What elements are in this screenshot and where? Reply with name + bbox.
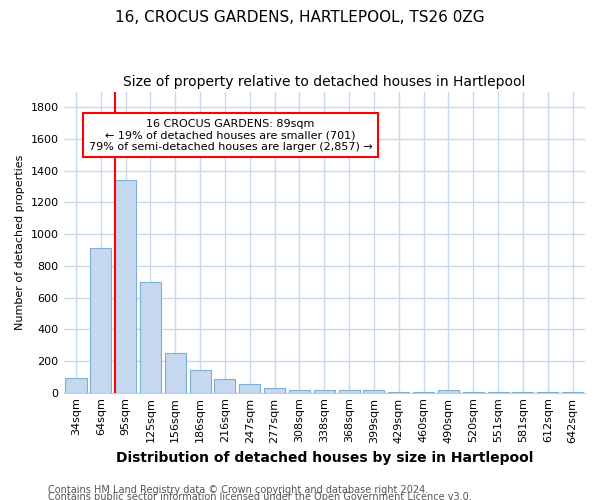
Text: 16, CROCUS GARDENS, HARTLEPOOL, TS26 0ZG: 16, CROCUS GARDENS, HARTLEPOOL, TS26 0ZG: [115, 10, 485, 25]
Bar: [65, 378, 86, 392]
Text: 16 CROCUS GARDENS: 89sqm
← 19% of detached houses are smaller (701)
79% of semi-: 16 CROCUS GARDENS: 89sqm ← 19% of detach…: [89, 118, 372, 152]
Bar: [264, 388, 285, 392]
Bar: [239, 384, 260, 392]
Bar: [140, 282, 161, 393]
Title: Size of property relative to detached houses in Hartlepool: Size of property relative to detached ho…: [123, 75, 526, 89]
Text: Contains HM Land Registry data © Crown copyright and database right 2024.: Contains HM Land Registry data © Crown c…: [48, 485, 428, 495]
Bar: [314, 390, 335, 392]
Bar: [364, 390, 385, 392]
Bar: [214, 379, 235, 392]
Bar: [438, 390, 459, 392]
Bar: [289, 390, 310, 392]
Bar: [338, 390, 359, 392]
Bar: [90, 248, 112, 392]
Bar: [115, 180, 136, 392]
X-axis label: Distribution of detached houses by size in Hartlepool: Distribution of detached houses by size …: [116, 451, 533, 465]
Y-axis label: Number of detached properties: Number of detached properties: [15, 154, 25, 330]
Bar: [190, 370, 211, 392]
Text: Contains public sector information licensed under the Open Government Licence v3: Contains public sector information licen…: [48, 492, 472, 500]
Bar: [165, 353, 186, 393]
